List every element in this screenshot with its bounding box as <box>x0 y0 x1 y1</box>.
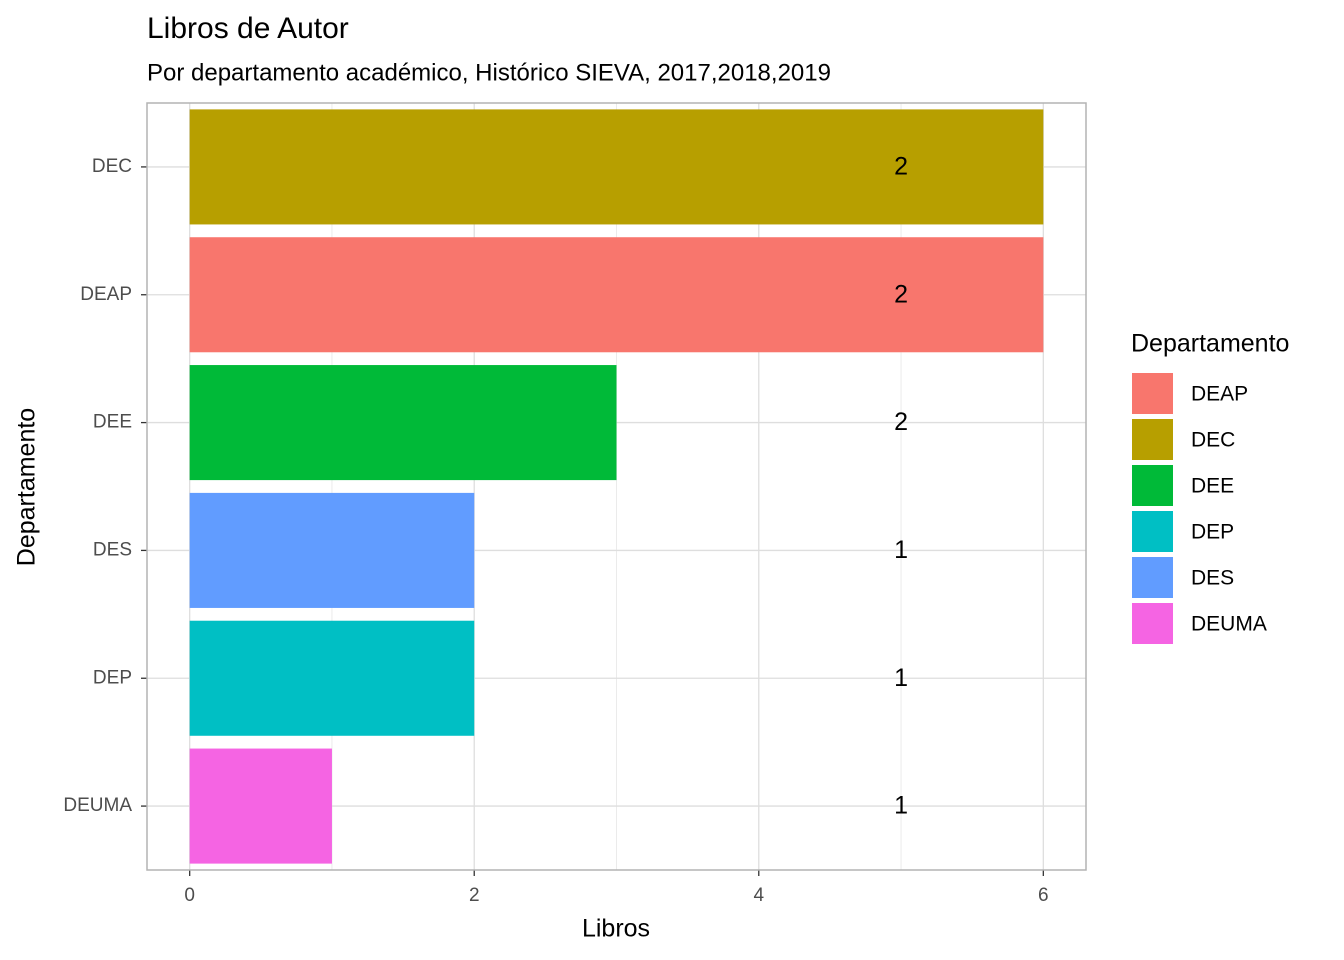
y-tick-label: DES <box>93 539 132 560</box>
x-tick-label: 2 <box>469 885 480 906</box>
legend-key <box>1132 373 1173 414</box>
legend-key <box>1132 603 1173 644</box>
panel-border <box>146 102 1087 871</box>
chart-title: Libros de Autor <box>147 12 349 45</box>
bar <box>189 365 617 481</box>
legend-label: DEAP <box>1191 383 1248 406</box>
y-tick-label: DEE <box>93 412 132 433</box>
bar <box>189 237 1044 353</box>
legend-title: Departamento <box>1131 330 1289 358</box>
legend-key <box>1132 465 1173 506</box>
y-tick-label: DEAP <box>80 284 132 305</box>
legend-key <box>1132 419 1173 460</box>
bar-count-label: 2 <box>894 280 908 308</box>
x-axis-label: Libros <box>582 915 650 943</box>
legend-key <box>1132 511 1173 552</box>
y-tick-label: DEC <box>92 156 132 177</box>
legend-label: DEE <box>1191 475 1234 498</box>
legend-label: DES <box>1191 567 1234 590</box>
x-tick-label: 6 <box>1038 885 1049 906</box>
bar <box>189 620 475 736</box>
x-tick-label: 0 <box>184 885 195 906</box>
bar-count-label: 1 <box>894 792 908 820</box>
bar <box>189 109 1044 225</box>
bar <box>189 748 332 864</box>
x-tick-label: 4 <box>753 885 764 906</box>
bar <box>189 492 475 608</box>
y-axis-label: Departamento <box>13 408 41 566</box>
legend-key <box>1132 557 1173 598</box>
bar-count-label: 1 <box>894 664 908 692</box>
bar-count-label: 2 <box>894 153 908 181</box>
y-tick-label: DEUMA <box>63 795 132 816</box>
chart-subtitle: Por departamento académico, Histórico SI… <box>147 59 831 86</box>
bar-count-label: 1 <box>894 536 908 564</box>
bar-count-label: 2 <box>894 408 908 436</box>
legend-label: DEUMA <box>1191 613 1267 636</box>
legend-label: DEP <box>1191 521 1234 544</box>
legend-label: DEC <box>1191 429 1235 452</box>
y-tick-label: DEP <box>93 667 132 688</box>
